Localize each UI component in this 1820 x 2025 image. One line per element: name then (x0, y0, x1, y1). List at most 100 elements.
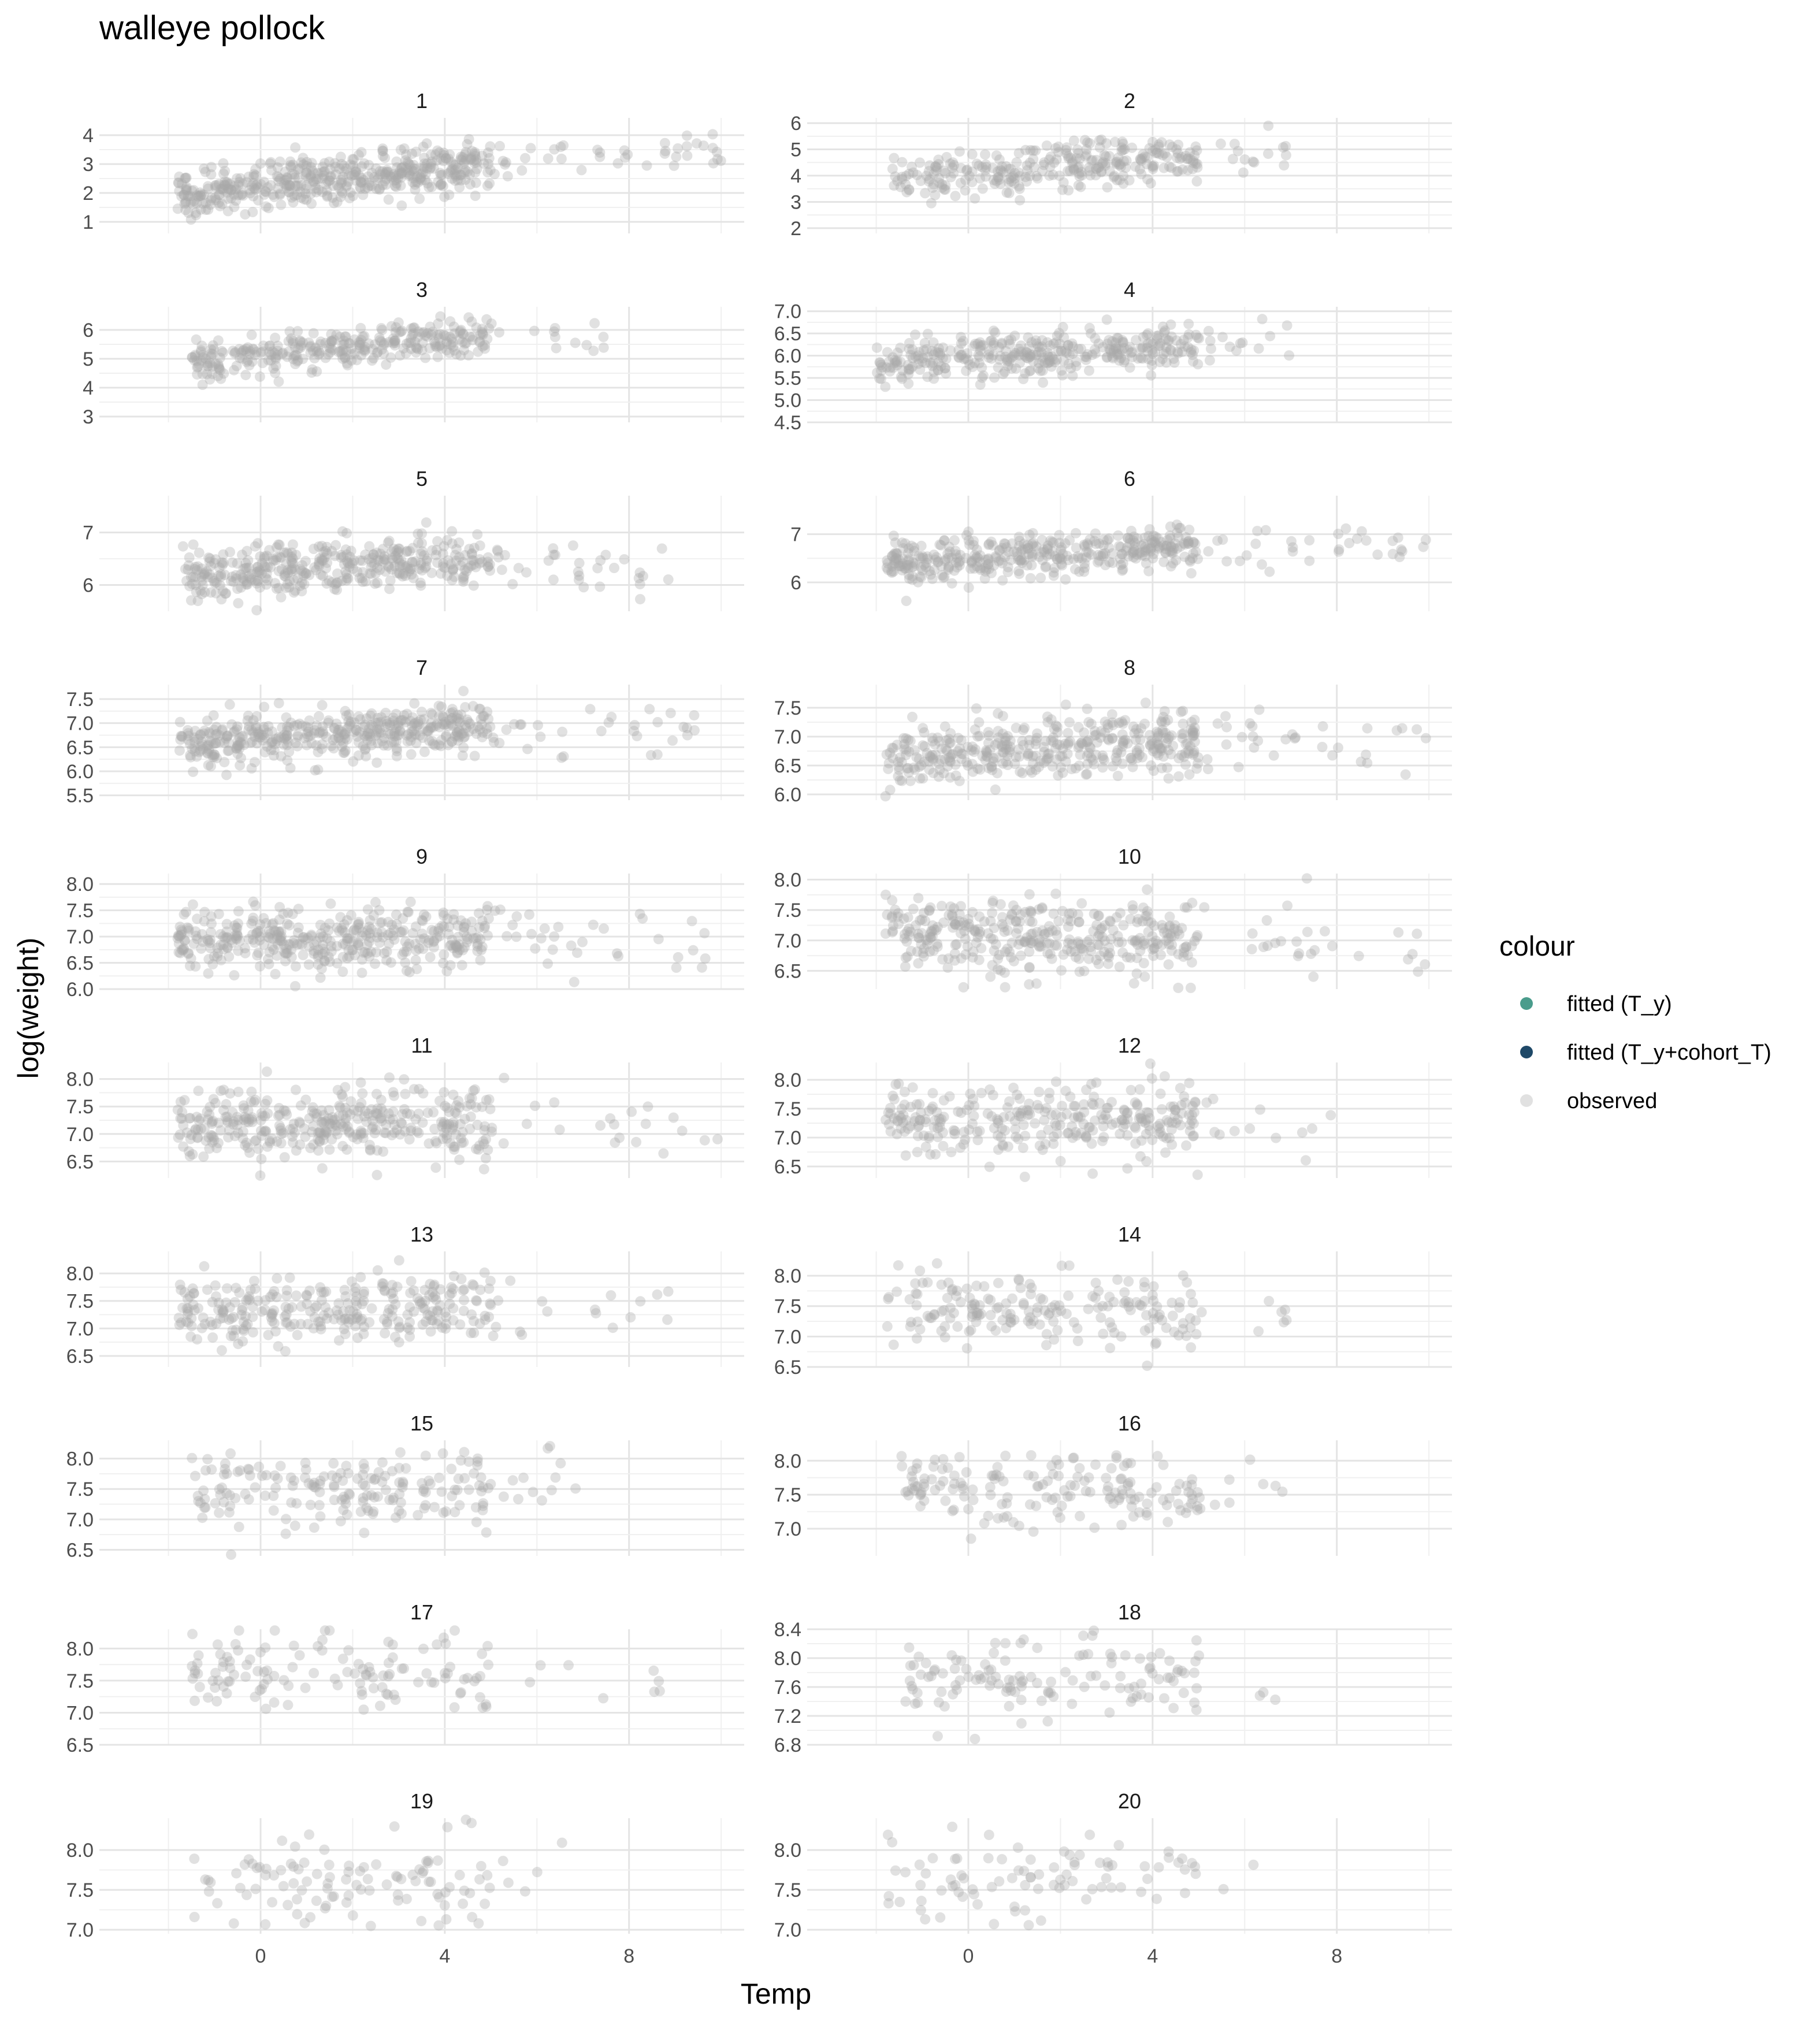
observed-point (1001, 345, 1011, 356)
observed-point (268, 555, 278, 566)
observed-point (290, 142, 300, 153)
observed-point (1253, 735, 1263, 746)
y-tick-label: 8.0 (774, 870, 801, 891)
observed-point (1269, 750, 1279, 761)
y-tick-label: 6.5 (66, 737, 94, 759)
observed-point (1019, 350, 1030, 360)
facet-panel-13: 136.57.07.58.0 (66, 1223, 744, 1368)
observed-point (332, 958, 343, 968)
observed-point (599, 343, 609, 353)
observed-point (431, 550, 441, 560)
observed-point (417, 538, 427, 548)
observed-point (458, 577, 469, 587)
observed-point (548, 945, 558, 955)
y-tick-label: 6.5 (66, 1151, 94, 1173)
observed-point (1158, 923, 1168, 934)
observed-point (209, 710, 219, 720)
observed-point (309, 562, 320, 573)
observed-point (521, 567, 532, 578)
observed-point (1004, 947, 1015, 957)
observed-point (942, 548, 953, 559)
observed-point (671, 963, 682, 973)
observed-point (903, 912, 913, 923)
observed-point (221, 1112, 231, 1122)
observed-point (194, 359, 204, 370)
observed-point (677, 1125, 688, 1136)
observed-points (881, 1058, 1336, 1182)
observed-point (1249, 157, 1260, 168)
observed-point (341, 1145, 352, 1155)
observed-point (626, 1106, 637, 1117)
observed-point (435, 311, 445, 322)
observed-point (1247, 944, 1257, 954)
y-tick-label: 8.0 (66, 1263, 94, 1285)
observed-point (193, 596, 203, 606)
observed-point (1010, 1116, 1020, 1126)
observed-point (1282, 320, 1292, 330)
observed-point (578, 582, 589, 592)
observed-point (1054, 328, 1064, 338)
observed-point (1147, 538, 1157, 548)
observed-point (357, 1088, 367, 1099)
observed-point (253, 948, 263, 958)
observed-point (1354, 951, 1364, 961)
observed-point (549, 931, 559, 942)
observed-point (1094, 555, 1105, 566)
observed-point (673, 952, 684, 963)
observed-point (1000, 367, 1010, 377)
observed-point (985, 972, 996, 982)
observed-point (1013, 1134, 1024, 1145)
observed-point (364, 922, 374, 932)
observed-point (275, 157, 285, 167)
observed-point (1141, 697, 1151, 708)
observed-point (522, 744, 533, 754)
observed-point (915, 773, 925, 783)
observed-point (1045, 549, 1055, 559)
observed-point (341, 332, 351, 342)
observed-point (1184, 1078, 1194, 1088)
observed-point (482, 930, 493, 941)
observed-point (389, 1128, 400, 1138)
y-tick-label: 5 (83, 348, 94, 370)
observed-point (960, 185, 971, 196)
observed-point (404, 546, 415, 556)
observed-point (1052, 1128, 1063, 1139)
observed-point (260, 186, 270, 196)
observed-point (967, 907, 978, 917)
observed-point (1317, 742, 1328, 752)
observed-point (177, 945, 188, 956)
observed-point (1146, 370, 1156, 381)
observed-point (1061, 700, 1071, 710)
observed-point (923, 352, 933, 362)
observed-point (503, 171, 513, 181)
observed-point (1027, 917, 1038, 927)
observed-point (948, 162, 958, 173)
observed-point (1187, 1116, 1197, 1126)
observed-point (1107, 709, 1117, 719)
observed-point (326, 329, 336, 340)
observed-point (1076, 737, 1087, 748)
observed-point (985, 336, 996, 347)
observed-point (1160, 1071, 1170, 1082)
observed-point (467, 332, 478, 342)
observed-point (990, 740, 1001, 750)
observed-point (1050, 889, 1061, 899)
observed-point (242, 1138, 252, 1148)
observed-point (206, 1130, 216, 1140)
observed-point (183, 560, 194, 571)
observed-point (1120, 144, 1130, 155)
observed-point (179, 1095, 190, 1105)
observed-point (225, 1088, 235, 1099)
observed-point (549, 1097, 559, 1108)
observed-point (915, 365, 925, 375)
observed-point (522, 1119, 532, 1129)
observed-point (1179, 538, 1189, 548)
observed-point (398, 1109, 408, 1120)
observed-point (1302, 873, 1312, 883)
observed-point (912, 1147, 923, 1157)
y-tick-label: 3 (790, 191, 801, 213)
observed-point (901, 563, 911, 574)
